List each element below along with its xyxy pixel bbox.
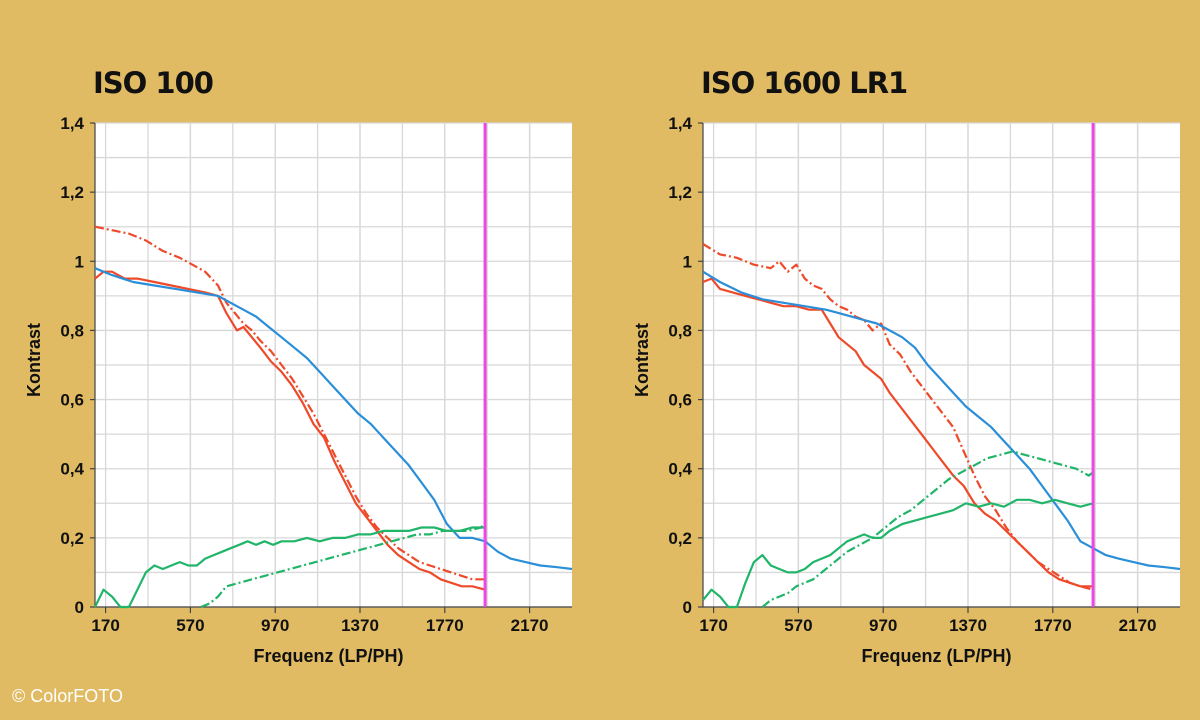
series-line-green-dashdot [761, 450, 1094, 608]
series-line-green-dashdot [200, 523, 486, 609]
x-tick-label: 170 [699, 616, 727, 635]
x-axis-title: Frequenz (LP/PH) [861, 646, 1011, 666]
chart-svg: 0 0,2 0,4 0,6 0,8 1 1,2 1,4 170 570 970 1370 1770 217… [632, 114, 1181, 666]
series-line-red-solid [94, 270, 486, 591]
y-axis-title: Kontrast [24, 323, 44, 397]
y-tick-label: 0,6 [60, 391, 84, 410]
x-tick-label: 970 [261, 616, 289, 635]
series-line-red-dashdot [94, 225, 486, 581]
chart-title: ISO 100 [93, 66, 214, 100]
y-tick-label: 1,2 [668, 183, 692, 202]
x-axis-title: Frequenz (LP/PH) [253, 646, 403, 666]
y-tick-label: 0 [683, 598, 692, 617]
y-tick-label: 1 [683, 252, 692, 271]
x-tick-label: 570 [784, 616, 812, 635]
y-tick-label: 0,6 [668, 391, 692, 410]
x-tick-label: 1370 [949, 616, 987, 635]
x-tick-label: 170 [91, 616, 119, 635]
series-line-red-dashdot [702, 243, 1094, 591]
chart-title: ISO 1600 LR1 [701, 66, 908, 100]
x-tick-label: 970 [869, 616, 897, 635]
y-tick-label: 0,8 [60, 321, 84, 340]
y-tick-label: 0 [75, 598, 84, 617]
y-tick-label: 0,4 [668, 460, 692, 479]
series-line-blue-solid [702, 270, 1181, 571]
chart-svg: 0 0,2 0,4 0,6 0,8 1 1,2 1,4 170 570 970 1370 1770 217… [24, 114, 573, 666]
series-line-green-solid [94, 526, 486, 609]
y-tick-label: 1,4 [60, 114, 84, 133]
x-tick-label: 2170 [1119, 616, 1157, 635]
x-tick-label: 1770 [426, 616, 464, 635]
y-tick-label: 0,4 [60, 460, 84, 479]
x-tick-label: 570 [176, 616, 204, 635]
series-line-green-solid [702, 498, 1094, 609]
x-tick-label: 1370 [341, 616, 379, 635]
y-axis-title: Kontrast [632, 323, 652, 397]
x-tick-label: 2170 [511, 616, 549, 635]
grid [703, 122, 1180, 608]
y-tick-label: 1,2 [60, 183, 84, 202]
y-tick-label: 0,2 [60, 529, 84, 548]
y-tick-label: 0,2 [668, 529, 692, 548]
chart-panel-iso1600: ISO 1600 LR1 0 0,2 0,4 0,6 0,8 1 1,2 1,4 170 570 9… [608, 0, 1200, 720]
y-tick-label: 1,4 [668, 114, 692, 133]
y-tick-label: 1 [75, 252, 84, 271]
copyright-credit: © ColorFOTO [12, 686, 123, 706]
series-line-blue-solid [94, 267, 573, 571]
y-tick-label: 0,8 [668, 321, 692, 340]
chart-panel-iso100: ISO 100 0 0,2 0,4 0,6 0,8 1 1,2 1,4 170 570 970 137… [24, 66, 573, 666]
x-tick-label: 1770 [1034, 616, 1072, 635]
